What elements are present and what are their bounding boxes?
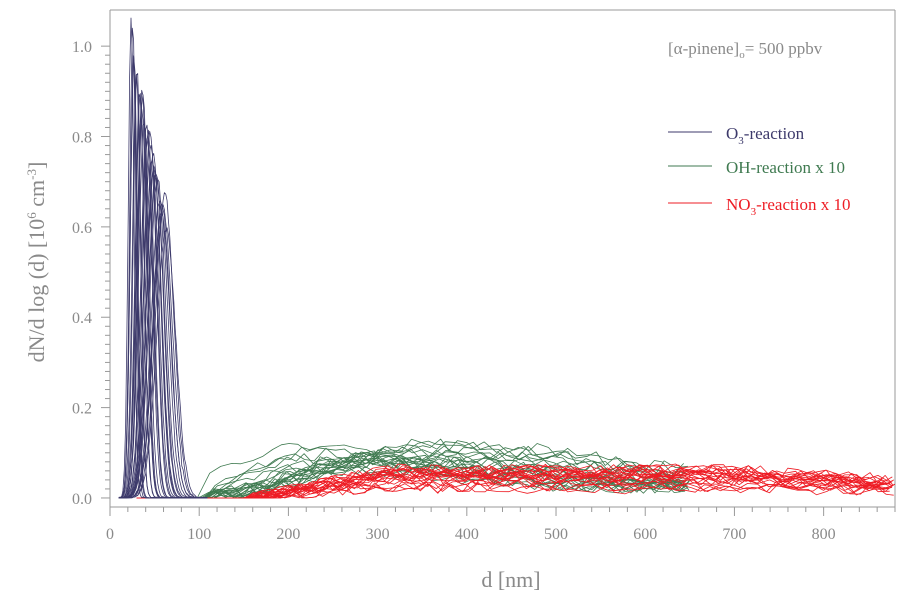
annotation-subscript: o — [739, 49, 745, 61]
no3-curve — [136, 468, 887, 499]
y-axis-title: dN/d log (d) [106 cm-3] — [24, 162, 49, 363]
no3-curve — [136, 469, 885, 499]
o3-curve — [118, 227, 208, 499]
legend-label-oh: OH-reaction x 10 — [726, 158, 845, 177]
x-tick-label: 800 — [812, 526, 836, 543]
legend: O3-reaction OH-reaction x 10 NO3-reactio… — [668, 124, 850, 218]
no3-curve — [136, 479, 889, 499]
x-tick-label: 0 — [106, 526, 114, 543]
y-tick-label: 0.2 — [72, 401, 92, 418]
oh-curve — [136, 445, 689, 499]
x-tick-label: 200 — [276, 526, 300, 543]
annotation-suffix: = 500 ppbv — [745, 39, 823, 58]
legend-label-no3: NO3-reaction x 10 — [726, 195, 850, 218]
x-tick-label: 300 — [366, 526, 390, 543]
no3-curve — [136, 464, 893, 499]
curves-layer — [118, 17, 896, 499]
x-axis-title: d [nm] — [481, 567, 540, 592]
y-tick-label: 0.4 — [72, 310, 92, 327]
legend-label-o3: O3-reaction — [726, 124, 805, 147]
annotation-prefix: [α-pinene] — [668, 39, 739, 58]
oh-curve — [136, 438, 684, 499]
y-tick-label: 0.8 — [72, 130, 92, 147]
y-tick-label: 1.0 — [72, 39, 92, 56]
o3-curve — [118, 204, 208, 499]
oh-curve — [136, 440, 684, 499]
axes-layer: 0 100 200 300 400 500 600 700 800 0.0 0.2 0.4 0.6 0.8… — [72, 9, 896, 543]
x-tick-label: 500 — [544, 526, 568, 543]
x-tick-label: 400 — [455, 526, 479, 543]
y-tick-label: 0.6 — [72, 220, 92, 237]
no3-curve — [136, 463, 894, 499]
x-tick-label: 600 — [633, 526, 657, 543]
y-tick-label: 0.0 — [72, 491, 92, 508]
x-tick-label: 700 — [722, 526, 746, 543]
no3-curve — [136, 463, 884, 499]
x-tick-label: 100 — [187, 526, 211, 543]
annotation: [α-pinene]o= 500 ppbv — [668, 39, 823, 61]
